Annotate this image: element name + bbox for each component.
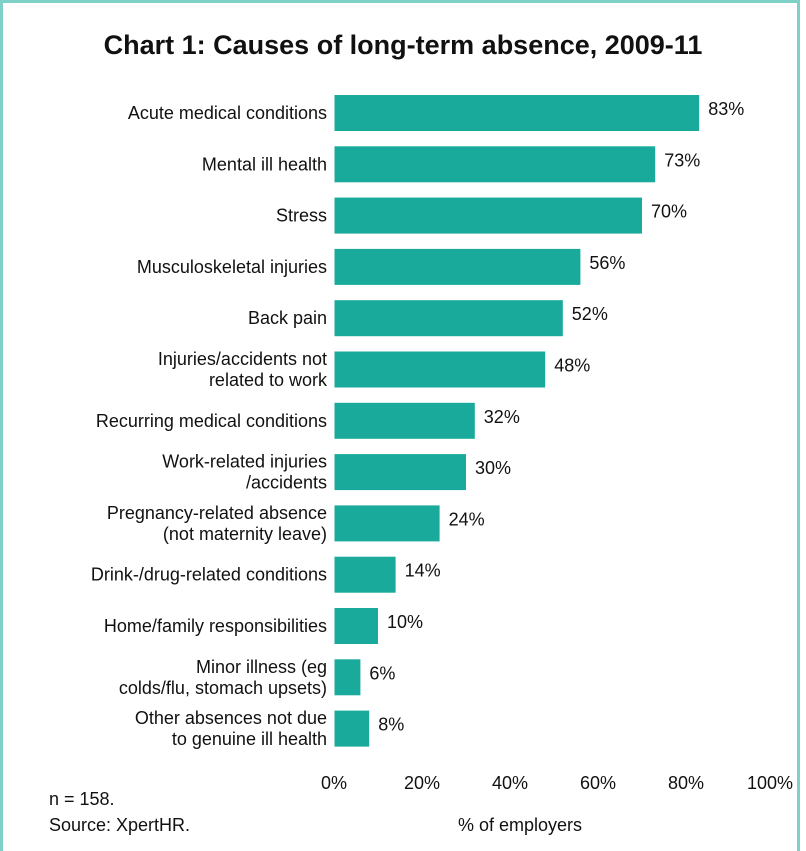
value-label: 73% xyxy=(664,150,700,170)
category-label: (not maternity leave) xyxy=(163,524,327,544)
x-tick-label: 40% xyxy=(492,773,528,793)
value-labels: 83% 73% 70% 56% 52% 48% 32% 30% 24% 14% 10% 6% 8% xyxy=(369,99,744,735)
value-label: 32% xyxy=(484,407,520,427)
bar xyxy=(334,659,361,696)
bar xyxy=(334,710,370,747)
x-tick-label: 0% xyxy=(321,773,347,793)
chart-title: Chart 1: Causes of long-term absence, 20… xyxy=(103,30,703,60)
bar xyxy=(334,556,396,593)
category-label: Minor illness (eg xyxy=(196,657,327,677)
x-tick-label: 80% xyxy=(668,773,704,793)
bars-group xyxy=(333,93,700,749)
bar xyxy=(334,351,546,388)
value-label: 10% xyxy=(387,612,423,632)
bar xyxy=(334,608,378,644)
category-labels: Acute medical conditions Mental ill healt… xyxy=(91,103,328,749)
source-note: Source: XpertHR. xyxy=(49,815,191,835)
category-label: Drink-/drug-related conditions xyxy=(91,565,327,585)
category-label: Recurring medical conditions xyxy=(96,411,327,431)
bar xyxy=(334,146,656,183)
category-label: Injuries/accidents not xyxy=(158,349,327,369)
value-label: 56% xyxy=(589,253,625,273)
bar xyxy=(334,505,440,542)
bar xyxy=(334,454,466,491)
category-label: Acute medical conditions xyxy=(128,103,327,123)
bar xyxy=(334,197,642,234)
bar xyxy=(334,300,563,337)
value-label: 83% xyxy=(708,99,744,119)
category-label: Home/family responsibilities xyxy=(104,616,327,636)
value-label: 24% xyxy=(449,509,485,529)
category-label: to genuine ill health xyxy=(172,729,327,749)
category-label: Mental ill health xyxy=(202,154,327,174)
value-label: 70% xyxy=(651,202,687,222)
x-tick-label: 100% xyxy=(747,773,793,793)
category-label: Musculoskeletal injuries xyxy=(137,257,327,277)
value-label: 52% xyxy=(572,304,608,324)
category-label: related to work xyxy=(209,370,328,390)
category-label: Stress xyxy=(276,206,327,226)
sample-size-note: n = 158. xyxy=(49,789,115,809)
x-tick-label: 20% xyxy=(404,773,440,793)
category-label: colds/flu, stomach upsets) xyxy=(119,678,327,698)
category-label: /accidents xyxy=(246,473,327,493)
value-label: 14% xyxy=(405,561,441,581)
value-label: 48% xyxy=(554,356,590,376)
category-label: Other absences not due xyxy=(135,708,327,728)
value-label: 6% xyxy=(369,663,395,683)
category-label: Work-related injuries xyxy=(162,452,327,472)
value-label: 30% xyxy=(475,458,511,478)
x-tick-label: 60% xyxy=(580,773,616,793)
bar xyxy=(334,402,475,439)
category-label: Pregnancy-related absence xyxy=(107,503,327,523)
category-label: Back pain xyxy=(248,308,327,328)
bar xyxy=(334,248,581,285)
value-label: 8% xyxy=(378,715,404,735)
x-axis-ticks: 0% 20% 40% 60% 80% 100% xyxy=(321,773,793,793)
x-axis-label: % of employers xyxy=(457,815,583,835)
bar xyxy=(334,95,700,131)
